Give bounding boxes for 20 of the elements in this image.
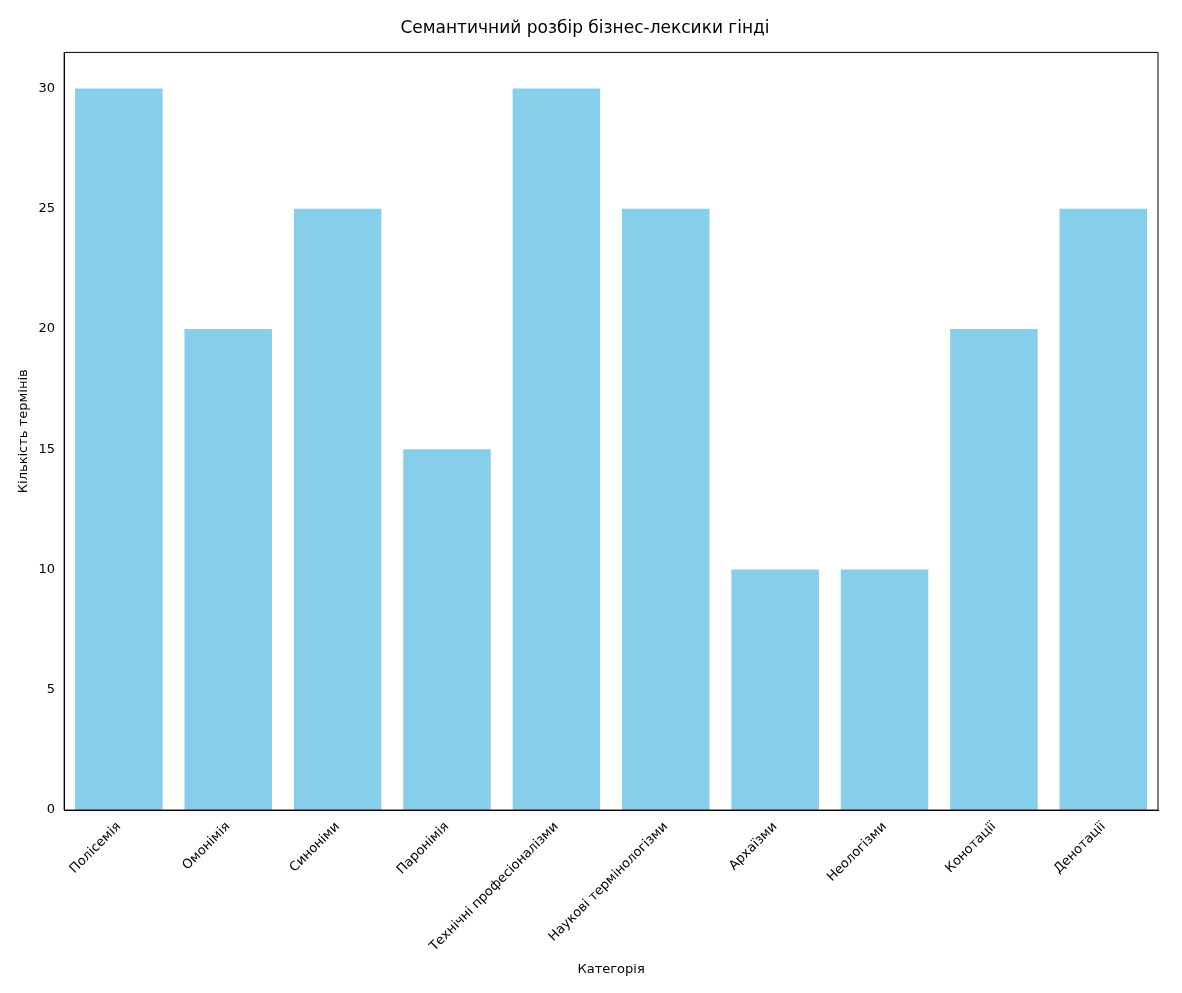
bar: [622, 208, 710, 811]
bar: [293, 208, 382, 811]
chart-title: Семантичний розбір бізнес-лексики гінді: [400, 16, 770, 37]
bar: [731, 569, 819, 811]
x-axis-title: Категорія: [577, 960, 645, 976]
bar: [1059, 208, 1148, 811]
y-axis-title: Кількість термінів: [15, 369, 31, 494]
y-tick-label: 15: [38, 440, 56, 456]
y-tick-label: 0: [46, 801, 56, 817]
y-tick-label: 30: [38, 79, 56, 95]
bar: [840, 569, 929, 811]
y-tick-label: 10: [38, 560, 56, 576]
y-tick-label: 5: [46, 681, 56, 697]
bar: [184, 329, 272, 811]
bar: [75, 88, 163, 811]
bar: [512, 88, 601, 811]
y-tick-label: 25: [38, 200, 56, 216]
bar: [950, 329, 1038, 811]
y-tick-label: 20: [38, 320, 56, 336]
bar: [403, 449, 491, 811]
